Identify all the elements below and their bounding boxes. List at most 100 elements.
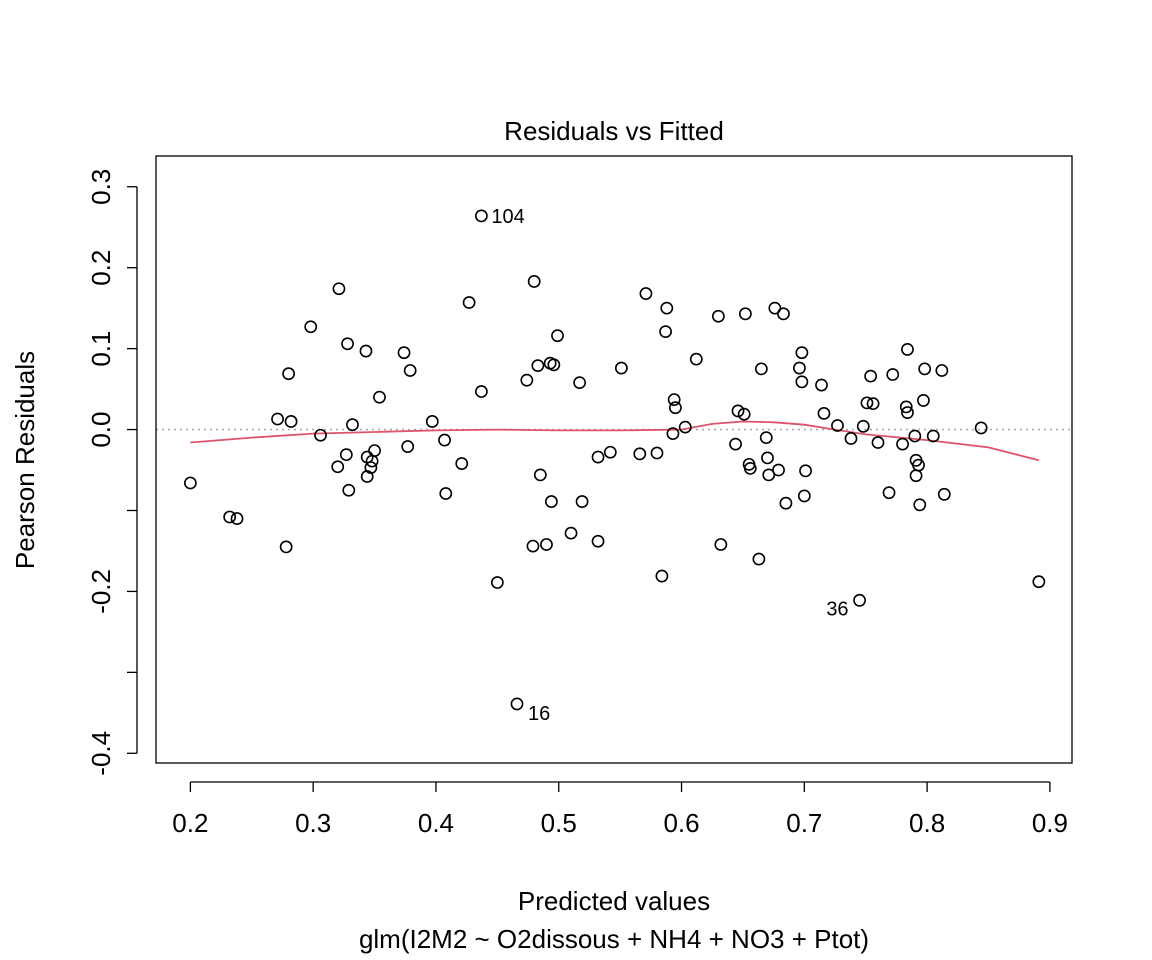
data-point <box>738 307 752 321</box>
data-point <box>831 419 844 432</box>
data-point <box>633 447 647 461</box>
data-point <box>779 496 793 510</box>
data-point <box>711 309 725 323</box>
data-point <box>926 429 940 443</box>
y-tick-label: 0.1 <box>86 331 116 367</box>
data-point <box>901 343 914 356</box>
data-point <box>666 427 680 441</box>
data-point <box>573 376 587 390</box>
smoother-layer <box>190 420 1040 462</box>
x-tick-label: 0.3 <box>295 808 331 838</box>
data-point <box>591 534 605 548</box>
data-point <box>279 540 293 554</box>
x-tick-label: 0.9 <box>1032 808 1068 838</box>
data-point <box>304 320 318 334</box>
data-point <box>341 337 354 351</box>
data-point <box>935 364 949 377</box>
data-point <box>871 436 885 449</box>
data-point <box>731 404 745 418</box>
x-tick-label: 0.6 <box>663 808 699 838</box>
x-tick-label: 0.4 <box>418 808 454 838</box>
data-point <box>425 415 439 428</box>
plot-frame <box>155 155 1073 764</box>
data-point <box>531 359 545 373</box>
point-label-16: 16 <box>528 703 550 725</box>
data-point <box>403 364 417 377</box>
smoother-line <box>190 420 1040 462</box>
data-point <box>772 463 785 477</box>
data-point <box>899 400 913 414</box>
data-point <box>886 368 900 381</box>
data-point <box>603 445 617 459</box>
data-point <box>937 487 951 501</box>
data-point <box>667 393 681 407</box>
data-point <box>974 421 988 435</box>
data-point <box>689 352 703 366</box>
y-tick-label: -0.4 <box>86 731 116 776</box>
y-tick-label: 0.0 <box>86 412 116 448</box>
data-point <box>639 287 653 300</box>
data-point <box>761 451 774 465</box>
data-point <box>474 209 488 223</box>
data-point <box>462 296 476 309</box>
data-point <box>284 415 298 428</box>
data-point <box>737 407 751 421</box>
data-point <box>533 468 547 482</box>
x-tick-label: 0.7 <box>786 808 822 838</box>
y-axis: -0.4 -0.2 0.0 0.1 0.2 0.3 <box>86 169 138 776</box>
data-point <box>866 397 880 411</box>
data-point <box>714 538 728 551</box>
data-point <box>364 461 378 474</box>
data-point <box>551 329 564 343</box>
y-tick-label: 0.3 <box>86 169 116 205</box>
data-point <box>901 406 914 419</box>
data-point <box>795 346 809 360</box>
data-point <box>752 552 766 566</box>
y-tick-label: 0.2 <box>86 250 116 286</box>
data-point <box>474 385 488 398</box>
data-point <box>912 458 925 472</box>
data-point <box>490 576 504 589</box>
data-point <box>564 526 578 540</box>
data-point <box>754 362 768 376</box>
data-point <box>373 390 386 404</box>
data-point <box>401 440 415 453</box>
data-point <box>438 433 451 447</box>
data-point <box>650 446 664 460</box>
y-tick-label: -0.2 <box>86 569 116 614</box>
data-point <box>1032 575 1046 589</box>
data-point <box>439 487 453 500</box>
data-point <box>223 510 237 524</box>
data-point <box>332 282 346 296</box>
x-axis: 0.2 0.3 0.4 0.5 0.6 0.7 0.8 0.9 <box>172 781 1068 838</box>
data-point <box>668 401 682 415</box>
data-point <box>768 301 782 315</box>
data-point <box>793 361 806 375</box>
data-point <box>882 486 896 500</box>
data-point <box>342 483 356 497</box>
x-tick-label: 0.5 <box>541 808 577 838</box>
data-point <box>520 373 534 387</box>
data-point <box>183 476 197 490</box>
y-axis-label: Pearson Residuals <box>10 351 40 569</box>
chart-title: Residuals vs Fitted <box>504 116 724 146</box>
data-point <box>591 450 605 464</box>
data-point <box>896 437 909 451</box>
x-tick-label: 0.8 <box>909 808 945 838</box>
data-point <box>844 432 858 445</box>
data-point <box>540 538 553 551</box>
data-point <box>614 361 628 375</box>
data-point <box>659 325 672 339</box>
data-point <box>575 495 589 508</box>
data-point <box>368 444 381 457</box>
x-axis-label: Predicted values <box>518 886 710 916</box>
points-layer <box>183 209 1046 711</box>
data-point <box>397 346 411 360</box>
point-label-104: 104 <box>491 206 524 228</box>
data-point <box>660 301 674 315</box>
data-point <box>795 375 809 389</box>
data-point <box>856 419 870 433</box>
point-labels-layer: 104 16 36 <box>491 206 848 725</box>
data-point <box>729 437 742 451</box>
